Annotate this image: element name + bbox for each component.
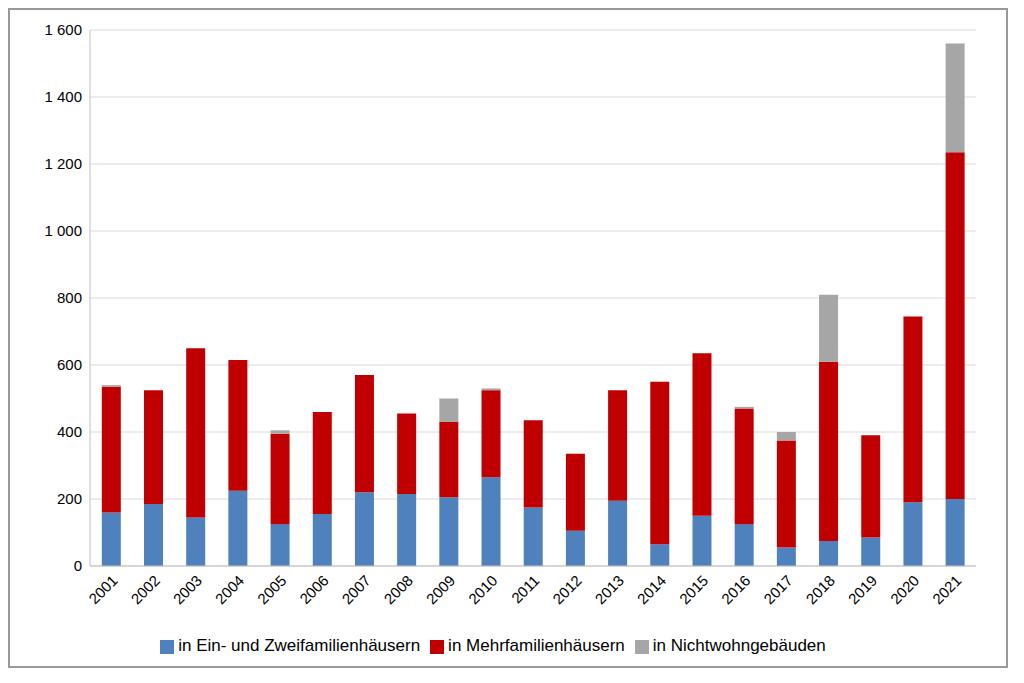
svg-text:1 600: 1 600 [44, 21, 82, 38]
svg-text:2007: 2007 [338, 572, 374, 608]
svg-text:2017: 2017 [760, 572, 796, 608]
svg-text:2006: 2006 [296, 572, 332, 608]
svg-text:200: 200 [57, 490, 82, 507]
html-text:in Nichtwohngebäuden: in Nichtwohngebäuden [652, 636, 826, 655]
svg-text:2002: 2002 [127, 572, 163, 608]
svg-text:2001: 2001 [85, 572, 121, 608]
svg-text:400: 400 [57, 423, 82, 440]
svg-text:2011: 2011 [508, 572, 543, 607]
svg-text:2004: 2004 [212, 572, 248, 608]
svg-text:0: 0 [74, 557, 82, 574]
svg-text:2010: 2010 [465, 572, 501, 608]
svg-text:2014: 2014 [634, 572, 670, 608]
svg-text:1 200: 1 200 [44, 155, 82, 172]
svg-text:2013: 2013 [591, 572, 627, 608]
svg-text:2016: 2016 [718, 572, 754, 608]
svg-text:2008: 2008 [380, 572, 416, 608]
svg-text:2015: 2015 [676, 572, 712, 608]
svg-text:2020: 2020 [887, 572, 923, 608]
svg-text:600: 600 [57, 356, 82, 373]
svg-text:2021: 2021 [929, 572, 965, 608]
svg-text:1 400: 1 400 [44, 88, 82, 105]
html-text:in Mehrfamilienhäusern: in Mehrfamilienhäusern [448, 636, 625, 655]
html-text:in Ein- und Zweifamilienhäuser: in Ein- und Zweifamilienhäusern [178, 636, 421, 655]
svg-text:1 000: 1 000 [44, 222, 82, 239]
svg-text:800: 800 [57, 289, 82, 306]
svg-text:2018: 2018 [802, 572, 838, 608]
svg-text:2009: 2009 [423, 572, 459, 608]
svg-text:2003: 2003 [170, 572, 206, 608]
svg-text:2012: 2012 [549, 572, 585, 608]
svg-text:2019: 2019 [845, 572, 881, 608]
svg-text:2005: 2005 [254, 572, 290, 608]
